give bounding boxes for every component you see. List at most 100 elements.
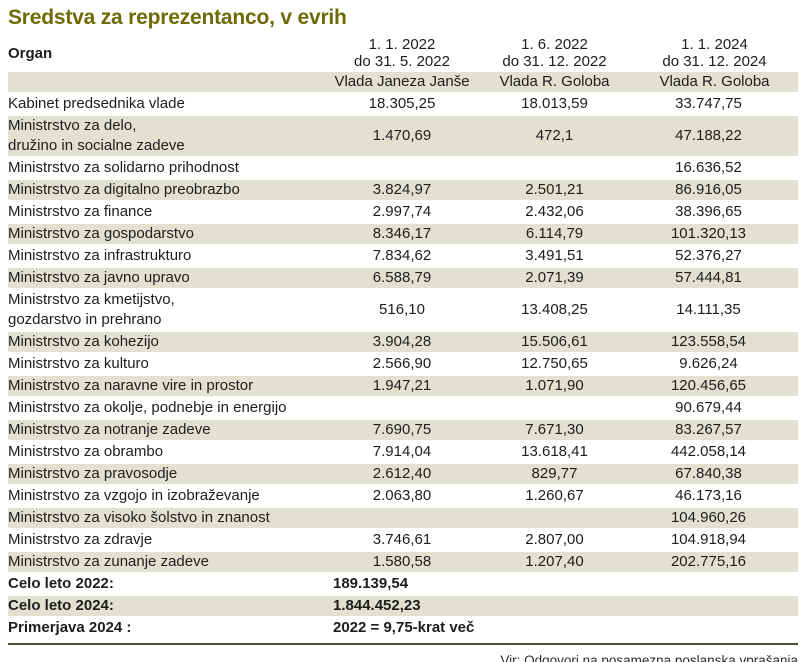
organ-name: Ministrstvo za delo, družino in socialne…: [8, 116, 326, 158]
organ-name: Ministrstvo za finance: [8, 202, 326, 224]
amount-value: 101.320,13: [631, 224, 798, 246]
page-title: Sredstva za reprezentanco, v evrih: [8, 6, 347, 29]
amount-value: 2.807,00: [478, 530, 631, 552]
organ-name: Ministrstvo za solidarno prihodnost: [8, 158, 326, 180]
period-line-1: 1. 1. 2022: [368, 36, 436, 53]
amount-value: 9.626,24: [631, 354, 798, 376]
amount-value: 8.346,17: [326, 224, 478, 246]
table-row: Ministrstvo za pravosodje 2.612,40 829,77 6…: [8, 464, 798, 486]
organ-name: Ministrstvo za javno upravo: [8, 268, 326, 290]
table-row: Ministrstvo za kmetijstvo, gozdarstvo in…: [8, 290, 798, 332]
total-label: Primerjava 2024 :: [8, 618, 326, 640]
total-row: Celo leto 2024: 1.844.452,23: [8, 596, 798, 618]
amount-value: 15.506,61: [478, 332, 631, 354]
table-row: Ministrstvo za kohezijo 3.904,28 15.506,61…: [8, 332, 798, 354]
amount-value: [478, 158, 631, 180]
organ-name: Ministrstvo za infrastrukturo: [8, 246, 326, 268]
period-line-2: do 31. 12. 2024: [662, 53, 767, 70]
amount-value: 104.918,94: [631, 530, 798, 552]
amount-value: 120.456,65: [631, 376, 798, 398]
period-line-2: do 31. 5. 2022: [354, 53, 450, 70]
organ-name: Ministrstvo za zdravje: [8, 530, 326, 552]
column-header-period-2: 1. 6. 2022 do 31. 12. 2022: [478, 35, 631, 72]
amount-value: 7.690,75: [326, 420, 478, 442]
amount-value: 6.588,79: [326, 268, 478, 290]
amount-value: 18.305,25: [326, 94, 478, 116]
organ-name: Ministrstvo za notranje zadeve: [8, 420, 326, 442]
amount-value: 2.071,39: [478, 268, 631, 290]
organ-name: Ministrstvo za kulturo: [8, 354, 326, 376]
amount-value: 14.111,35: [631, 290, 798, 332]
amount-value: [326, 398, 478, 420]
table-row: Ministrstvo za zunanje zadeve 1.580,58 1.2…: [8, 552, 798, 574]
organ-name: Ministrstvo za gospodarstvo: [8, 224, 326, 246]
organ-name: Ministrstvo za naravne vire in prostor: [8, 376, 326, 398]
organ-name: Ministrstvo za obrambo: [8, 442, 326, 464]
table-row: Ministrstvo za okolje, podnebje in energ…: [8, 398, 798, 420]
amount-value: [478, 398, 631, 420]
amount-value: 12.750,65: [478, 354, 631, 376]
amount-value: 2.432,06: [478, 202, 631, 224]
amount-value: 2.997,74: [326, 202, 478, 224]
amount-value: 3.904,28: [326, 332, 478, 354]
amount-value: 516,10: [326, 290, 478, 332]
amount-value: 83.267,57: [631, 420, 798, 442]
government-header-3: Vlada R. Goloba: [631, 72, 798, 94]
amount-value: 16.636,52: [631, 158, 798, 180]
amount-value: 1.260,67: [478, 486, 631, 508]
amount-value: 2.501,21: [478, 180, 631, 202]
column-header-organ: Organ: [8, 44, 53, 62]
government-header-1: Vlada Janeza Janše: [326, 72, 478, 94]
total-value: 1.844.452,23: [326, 596, 798, 618]
amount-value: [326, 508, 478, 530]
organ-name: Kabinet predsednika vlade: [8, 94, 326, 116]
total-value: 2022 = 9,75-krat več: [326, 618, 798, 640]
amount-value: 472,1: [478, 116, 631, 158]
amount-value: 1.947,21: [326, 376, 478, 398]
amount-value: 1.580,58: [326, 552, 478, 574]
period-line-2: do 31. 12. 2022: [502, 53, 607, 70]
organ-name: Ministrstvo za zunanje zadeve: [8, 552, 326, 574]
total-row: Primerjava 2024 :2022 = 9,75-krat več: [8, 618, 798, 640]
total-value: 189.139,54: [326, 574, 798, 596]
amount-value: 33.747,75: [631, 94, 798, 116]
amount-value: 13.618,41: [478, 442, 631, 464]
bottom-rule: [8, 643, 798, 645]
amount-value: 7.671,30: [478, 420, 631, 442]
amount-value: 38.396,65: [631, 202, 798, 224]
total-label: Celo leto 2022:: [8, 574, 326, 596]
amount-value: 7.914,04: [326, 442, 478, 464]
table-row: Ministrstvo za notranje zadeve 7.690,75 7.…: [8, 420, 798, 442]
organ-name: Ministrstvo za kmetijstvo, gozdarstvo in…: [8, 290, 326, 332]
source-note: Vir: Odgovori na posamezna poslanska vpr…: [500, 653, 798, 662]
organ-name: Ministrstvo za visoko šolstvo in znanost: [8, 508, 326, 530]
table-row: Ministrstvo za zdravje 3.746,61 2.807,00 10…: [8, 530, 798, 552]
government-header-spacer: [8, 72, 326, 94]
table-row: Kabinet predsednika vlade 18.305,25 18.013…: [8, 94, 798, 116]
amount-value: 1.207,40: [478, 552, 631, 574]
table-row: Ministrstvo za gospodarstvo 8.346,17 6.114…: [8, 224, 798, 246]
amount-value: 2.566,90: [326, 354, 478, 376]
table-row: Ministrstvo za obrambo 7.914,04 13.618,41 4…: [8, 442, 798, 464]
amount-value: 3.491,51: [478, 246, 631, 268]
amount-value: 1.071,90: [478, 376, 631, 398]
amount-value: 46.173,16: [631, 486, 798, 508]
amount-value: 57.444,81: [631, 268, 798, 290]
table-row: Ministrstvo za infrastrukturo 7.834,62 3.4…: [8, 246, 798, 268]
organ-name: Ministrstvo za pravosodje: [8, 464, 326, 486]
table-row: Ministrstvo za javno upravo 6.588,79 2.071…: [8, 268, 798, 290]
period-line-1: 1. 6. 2022: [521, 36, 588, 53]
amount-value: 2.063,80: [326, 486, 478, 508]
amount-value: 3.824,97: [326, 180, 478, 202]
amount-value: 3.746,61: [326, 530, 478, 552]
header-dates-row: Organ 1. 1. 2022 do 31. 5. 2022 1. 6. 20…: [8, 35, 798, 72]
amount-value: 1.470,69: [326, 116, 478, 158]
column-header-period-3: 1. 1. 2024 do 31. 12. 2024: [631, 35, 798, 72]
amount-value: [478, 508, 631, 530]
organ-name: Ministrstvo za digitalno preobrazbo: [8, 180, 326, 202]
table-row: Ministrstvo za digitalno preobrazbo 3.824…: [8, 180, 798, 202]
amount-value: [326, 158, 478, 180]
total-row: Celo leto 2022: 189.139,54: [8, 574, 798, 596]
table-row: Ministrstvo za vzgojo in izobraževanje 2.…: [8, 486, 798, 508]
